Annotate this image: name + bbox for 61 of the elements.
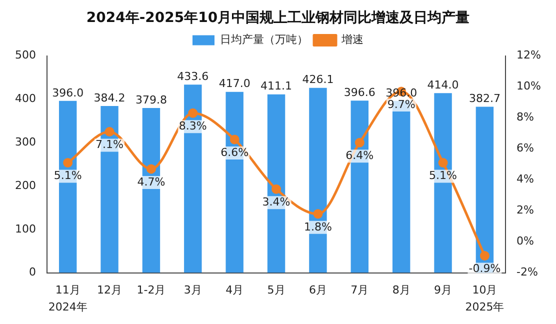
data-label: 417.0 bbox=[218, 77, 250, 90]
x-tick-label: 3月 bbox=[184, 283, 202, 296]
y-tick-label: 0 bbox=[28, 266, 36, 279]
data-label: 6.4% bbox=[346, 148, 374, 162]
data-label: 382.7 bbox=[468, 92, 500, 106]
x-tick-label: 11月 bbox=[55, 283, 80, 296]
point bbox=[272, 184, 282, 194]
x-tick-label: 7月 bbox=[350, 283, 369, 296]
data-label: 3.4% bbox=[262, 195, 290, 208]
y2-tick-label: 10% bbox=[516, 80, 542, 93]
x-tick-label: 5月 bbox=[267, 283, 286, 296]
x-tick-label: 1-2月 bbox=[136, 283, 166, 296]
data-label: 384.2 bbox=[94, 91, 126, 104]
point bbox=[146, 164, 156, 174]
x-tick-label: 12月 bbox=[97, 283, 122, 296]
point bbox=[63, 158, 73, 168]
data-label: 379.8 bbox=[135, 93, 167, 106]
y-tick-label: 400 bbox=[14, 92, 36, 106]
data-label: 1.8% bbox=[304, 220, 332, 234]
data-label: 396.0 bbox=[52, 86, 84, 100]
x-tick-label: 10月 bbox=[472, 283, 498, 296]
x-tick-label: 6月 bbox=[308, 283, 327, 296]
text: 2024年 bbox=[48, 300, 88, 314]
x-tick-label: 8月 bbox=[392, 283, 410, 296]
point bbox=[313, 209, 323, 219]
point bbox=[480, 251, 490, 260]
data-label: 8.3% bbox=[178, 120, 207, 133]
data-label: 5.1% bbox=[429, 169, 457, 182]
data-label: 9.7% bbox=[387, 98, 416, 111]
y2-tick-label: 4% bbox=[516, 172, 534, 186]
y2-tick-label: -2% bbox=[516, 266, 538, 279]
y-tick-label: 200 bbox=[14, 178, 36, 192]
y2-tick-label: 12% bbox=[516, 48, 542, 62]
point bbox=[188, 108, 198, 118]
y2-tick-label: 6% bbox=[516, 142, 534, 155]
legend-label: 日均产量（万吨） bbox=[220, 33, 308, 46]
point bbox=[438, 158, 448, 168]
point bbox=[230, 134, 240, 144]
data-label: 6.6% bbox=[220, 146, 249, 159]
text: 2025年 bbox=[465, 300, 504, 314]
data-label: 414.0 bbox=[427, 78, 459, 92]
data-label: 433.6 bbox=[177, 70, 209, 83]
point bbox=[354, 138, 364, 148]
x-tick-label: 4月 bbox=[226, 283, 244, 296]
y-tick-label: 300 bbox=[14, 135, 36, 148]
y2-tick-label: 0% bbox=[516, 234, 534, 248]
y-tick-label: 500 bbox=[14, 48, 36, 62]
data-label: 426.1 bbox=[302, 73, 334, 86]
data-label: -0.9% bbox=[468, 262, 501, 276]
data-label: 7.1% bbox=[96, 138, 124, 152]
y2-tick-label: 2% bbox=[516, 204, 534, 217]
legend-label: 增速 bbox=[340, 33, 364, 46]
x-tick-label: 9月 bbox=[434, 283, 452, 296]
y2-tick-label: 8% bbox=[516, 110, 534, 124]
data-label: 396.6 bbox=[344, 86, 376, 100]
chart-title: 2024年-2025年10月中国规上工业钢材同比增速及日均产量 bbox=[86, 9, 470, 26]
data-label: 5.1% bbox=[54, 169, 82, 182]
y-tick-label: 100 bbox=[14, 222, 36, 236]
point bbox=[104, 127, 114, 136]
data-label: 411.1 bbox=[260, 80, 292, 93]
data-label: 4.7% bbox=[137, 175, 166, 188]
